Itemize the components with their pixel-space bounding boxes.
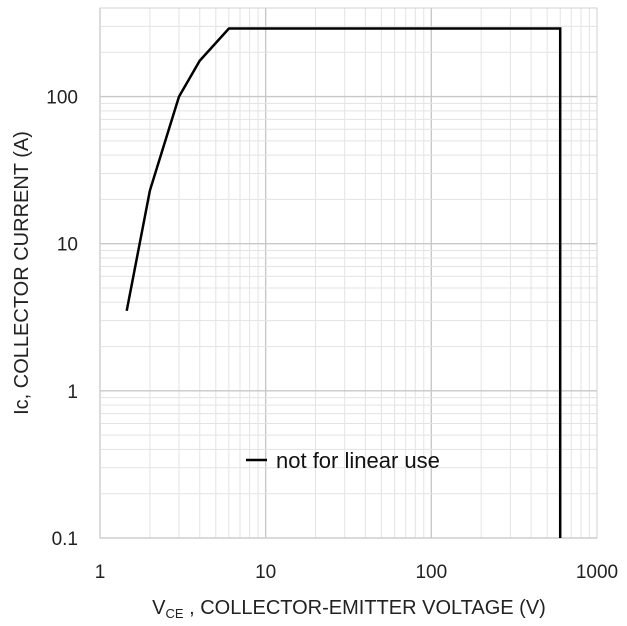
x-tick-label: 1: [95, 562, 106, 583]
y-tick-label: 10: [57, 235, 78, 256]
x-axis-label-v: V: [152, 597, 166, 619]
x-axis-label-subscript: CE: [166, 606, 184, 621]
grid: [99, 7, 597, 539]
legend-label: not for linear use: [276, 448, 440, 473]
y-tick-label: 0.1: [52, 529, 78, 550]
y-tick-label: 100: [46, 88, 78, 109]
y-tick-labels: 0.1 1 10 100: [46, 88, 78, 550]
x-axis-label: VCE , COLLECTOR-EMITTER VOLTAGE (V): [152, 597, 546, 621]
legend: not for linear use: [246, 448, 440, 473]
x-tick-label: 100: [415, 562, 447, 583]
plot-frame: [99, 7, 598, 539]
y-axis-label: Ic, COLLECTOR CURRENT (A): [11, 131, 33, 415]
x-tick-label: 1000: [576, 562, 618, 583]
series-line-not-for-linear-use: [125, 27, 562, 538]
x-tick-label: 10: [255, 562, 276, 583]
x-tick-labels: 1 10 100 1000: [95, 562, 618, 583]
x-axis-label-rest: , COLLECTOR-EMITTER VOLTAGE (V): [184, 597, 546, 619]
y-tick-label: 1: [67, 382, 78, 403]
